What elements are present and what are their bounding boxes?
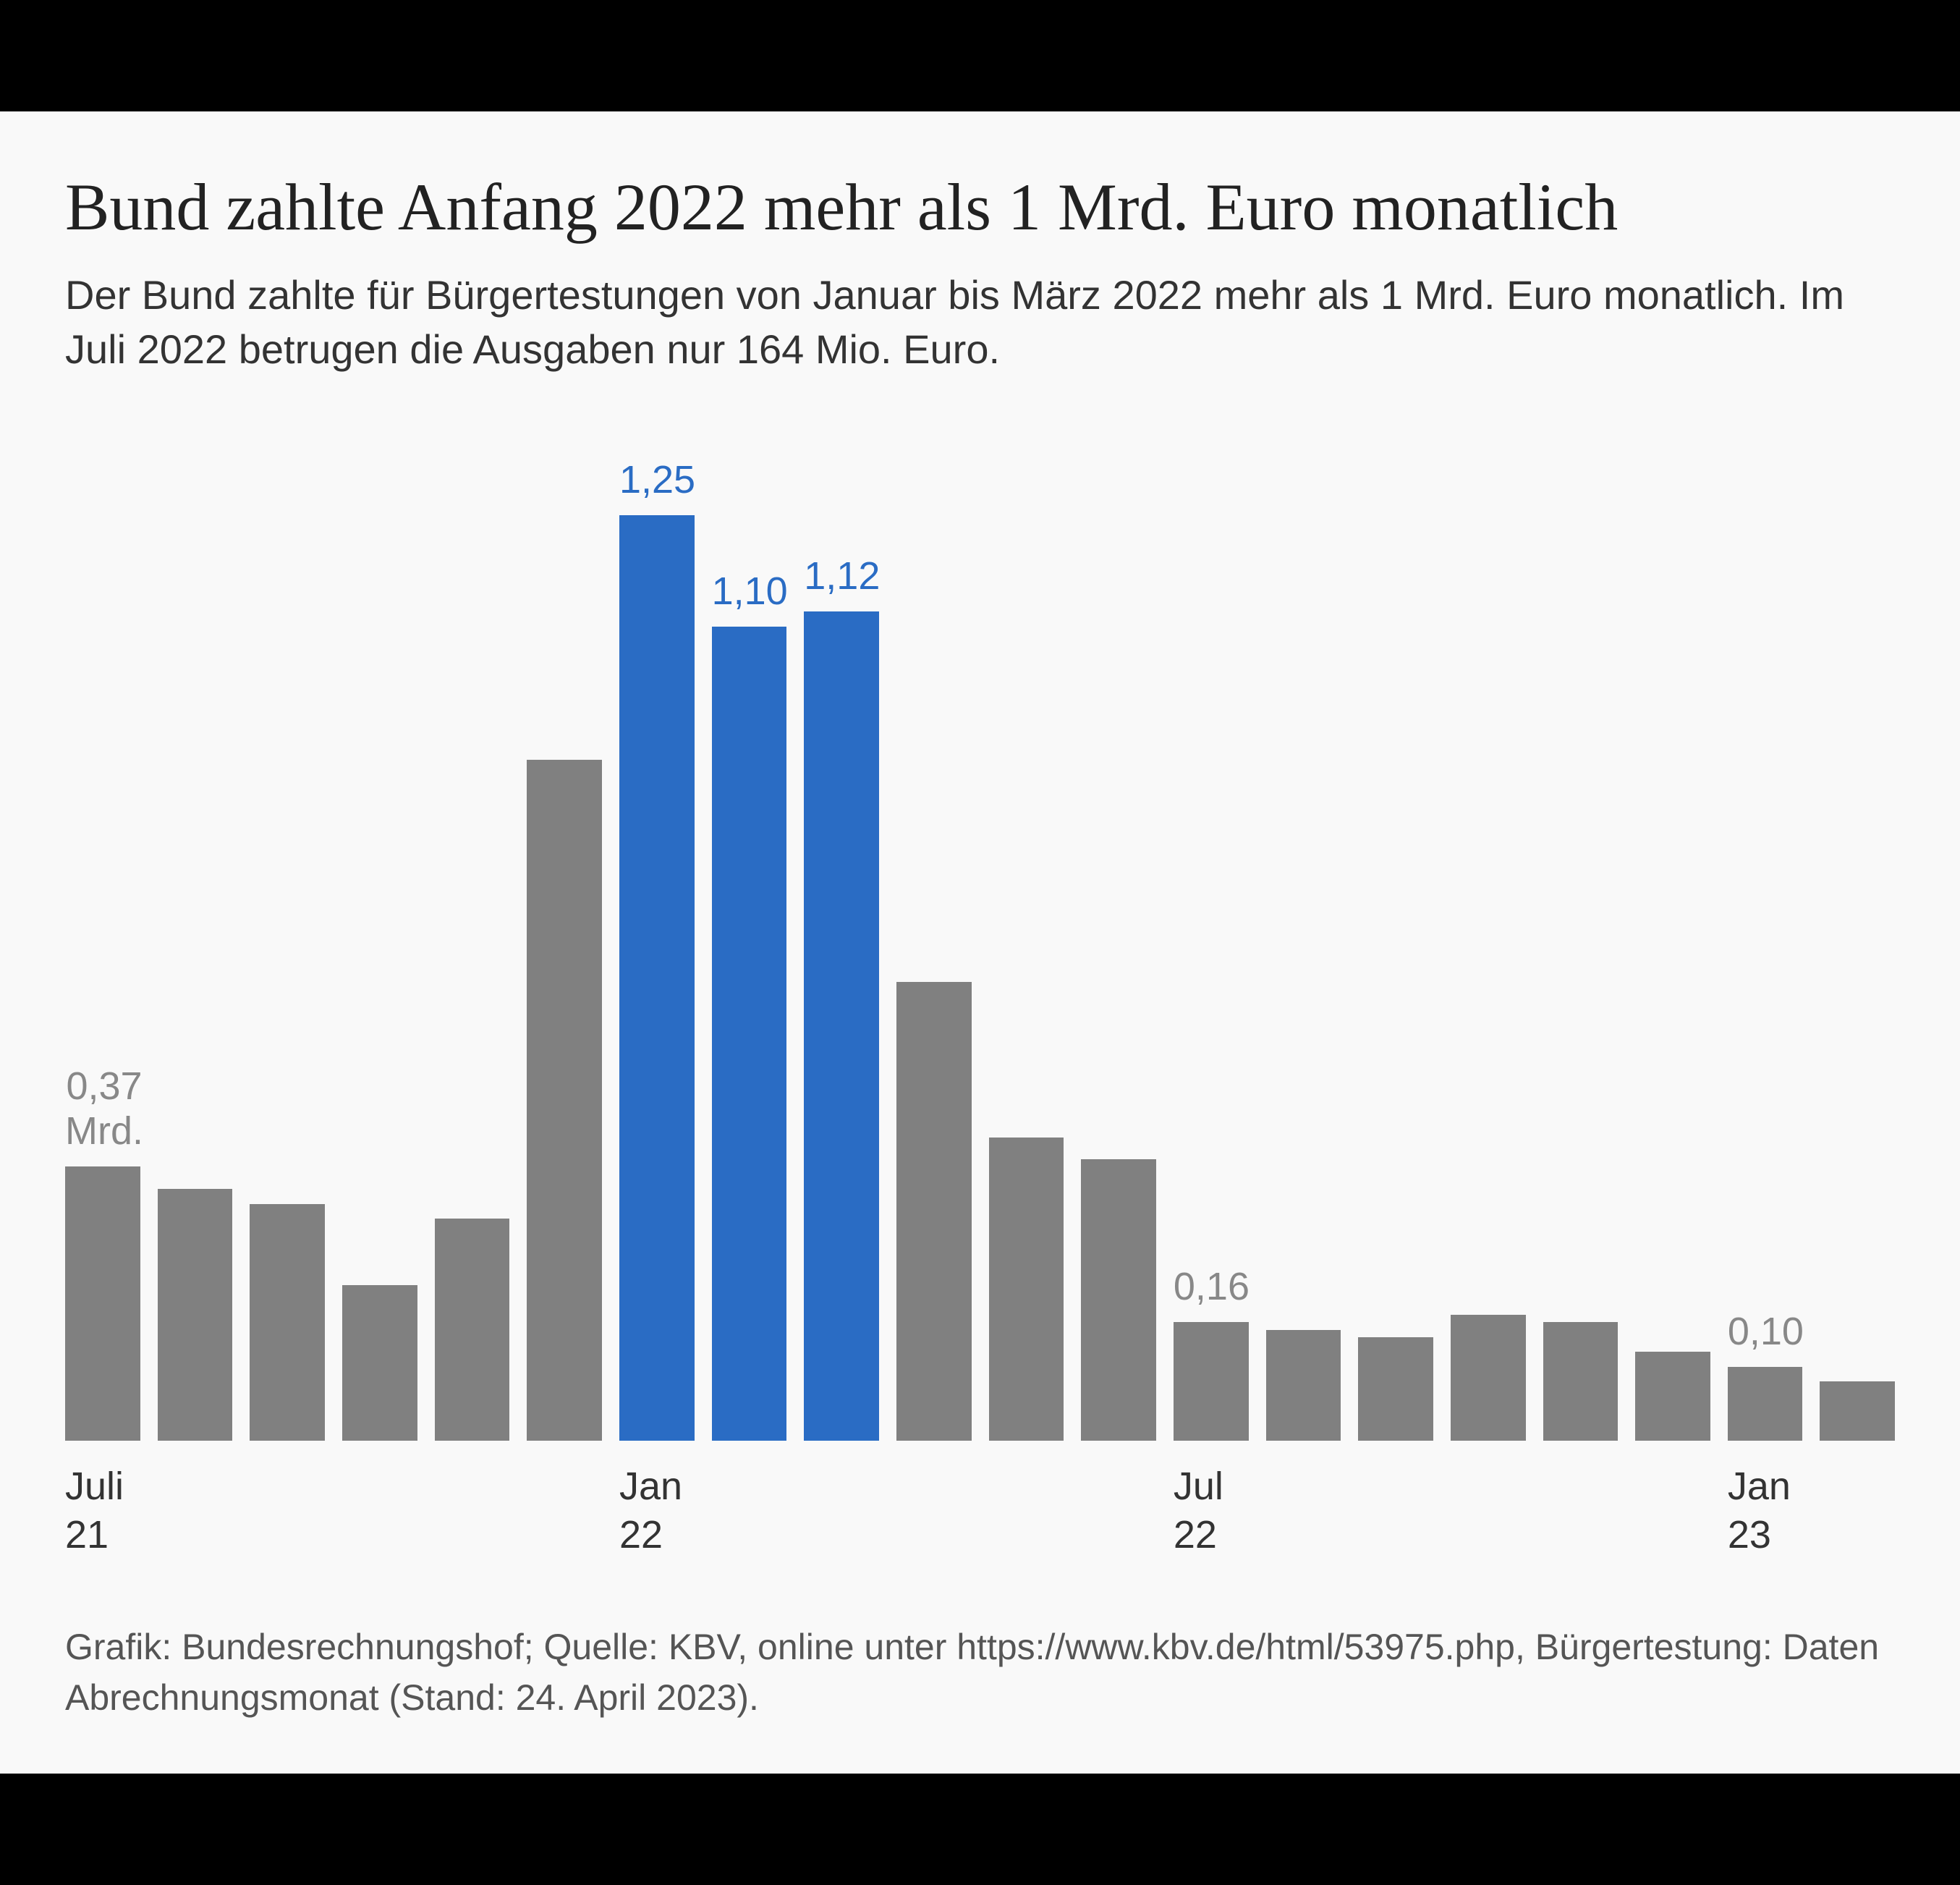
x-axis-label: Juli 21 <box>65 1462 124 1560</box>
bar-slot <box>250 478 325 1441</box>
bar-slot <box>1266 478 1341 1441</box>
x-axis-slot <box>1820 1441 1895 1564</box>
bar-slot <box>435 478 510 1441</box>
x-axis-slot <box>896 1441 972 1564</box>
bar-slot <box>1358 478 1433 1441</box>
bar <box>250 1204 325 1441</box>
x-axis-slot <box>804 1441 879 1564</box>
x-axis-label: Jan 22 <box>619 1462 682 1560</box>
bar-value-label: 0,16 <box>1174 1264 1250 1309</box>
bar-value-label: 0,10 <box>1728 1309 1804 1354</box>
bar-value-label: 1,12 <box>804 554 880 598</box>
bar <box>1728 1367 1803 1441</box>
bar-slot <box>1451 478 1526 1441</box>
bar <box>1174 1322 1249 1441</box>
outer-frame: Bund zahlte Anfang 2022 mehr als 1 Mrd. … <box>0 0 1960 1885</box>
bar <box>989 1138 1064 1441</box>
bar-slot: 1,10 <box>712 478 787 1441</box>
x-axis-slot: Jan 22 <box>619 1441 695 1564</box>
bar-value-label: 0,37 Mrd. <box>65 1064 143 1153</box>
x-axis-slot <box>712 1441 787 1564</box>
bar <box>712 627 787 1441</box>
x-axis-label: Jul 22 <box>1174 1462 1223 1560</box>
bar <box>1358 1337 1433 1441</box>
bar-value-label: 1,10 <box>712 569 788 614</box>
x-axis-slot: Juli 21 <box>65 1441 140 1564</box>
bar-slot <box>342 478 417 1441</box>
bar <box>1081 1159 1156 1441</box>
bar-slot <box>1635 478 1710 1441</box>
bar <box>1635 1352 1710 1441</box>
x-axis-slot <box>250 1441 325 1564</box>
x-axis-slot <box>989 1441 1064 1564</box>
x-axis-slot <box>1635 1441 1710 1564</box>
bar-slot <box>1081 478 1156 1441</box>
x-axis-slot <box>1358 1441 1433 1564</box>
chart-title: Bund zahlte Anfang 2022 mehr als 1 Mrd. … <box>65 169 1895 246</box>
bar <box>158 1189 233 1441</box>
bar-value-label: 1,25 <box>619 457 695 502</box>
bar-slot <box>158 478 233 1441</box>
bar-slot <box>1820 478 1895 1441</box>
bar-slot <box>989 478 1064 1441</box>
bar <box>1820 1381 1895 1441</box>
bar-slot: 0,37 Mrd. <box>65 478 140 1441</box>
x-axis-slot <box>1543 1441 1619 1564</box>
chart-panel: Bund zahlte Anfang 2022 mehr als 1 Mrd. … <box>0 111 1960 1774</box>
bar-slot <box>1543 478 1619 1441</box>
bar <box>435 1219 510 1441</box>
bar <box>619 515 695 1441</box>
bar <box>527 760 602 1441</box>
x-axis-slot: Jul 22 <box>1174 1441 1249 1564</box>
x-axis-slot <box>342 1441 417 1564</box>
bar-slot: 1,25 <box>619 478 695 1441</box>
bar-slot <box>896 478 972 1441</box>
x-axis-label: Jan 23 <box>1728 1462 1791 1560</box>
bar <box>804 611 879 1441</box>
x-axis-slot <box>435 1441 510 1564</box>
x-axis-slot <box>527 1441 602 1564</box>
x-axis-slot <box>1081 1441 1156 1564</box>
bar-slot: 0,10 <box>1728 478 1803 1441</box>
chart-subtitle: Der Bund zahlte für Bürgertestungen von … <box>65 268 1895 377</box>
bar <box>1451 1315 1526 1441</box>
x-axis-slot <box>158 1441 233 1564</box>
bar <box>342 1285 417 1441</box>
bar <box>896 982 972 1441</box>
bar-slot <box>527 478 602 1441</box>
bar-slot: 0,16 <box>1174 478 1249 1441</box>
x-axis-slot <box>1266 1441 1341 1564</box>
bar-slot: 1,12 <box>804 478 879 1441</box>
source-line: Grafik: Bundesrechnungshof; Quelle: KBV,… <box>65 1622 1895 1723</box>
chart-area: 0,37 Mrd. 1,25 1,10 1,12 0,16 0,10 Juli 21 Jan… <box>65 478 1895 1564</box>
bar <box>1543 1322 1619 1441</box>
x-axis-slot: Jan 23 <box>1728 1441 1803 1564</box>
x-axis: Juli 21 Jan 22 Jul 22 Jan 23 <box>65 1441 1895 1564</box>
x-axis-slot <box>1451 1441 1526 1564</box>
bar <box>65 1166 140 1441</box>
bars-container: 0,37 Mrd. 1,25 1,10 1,12 0,16 0,10 <box>65 478 1895 1441</box>
bar <box>1266 1330 1341 1441</box>
